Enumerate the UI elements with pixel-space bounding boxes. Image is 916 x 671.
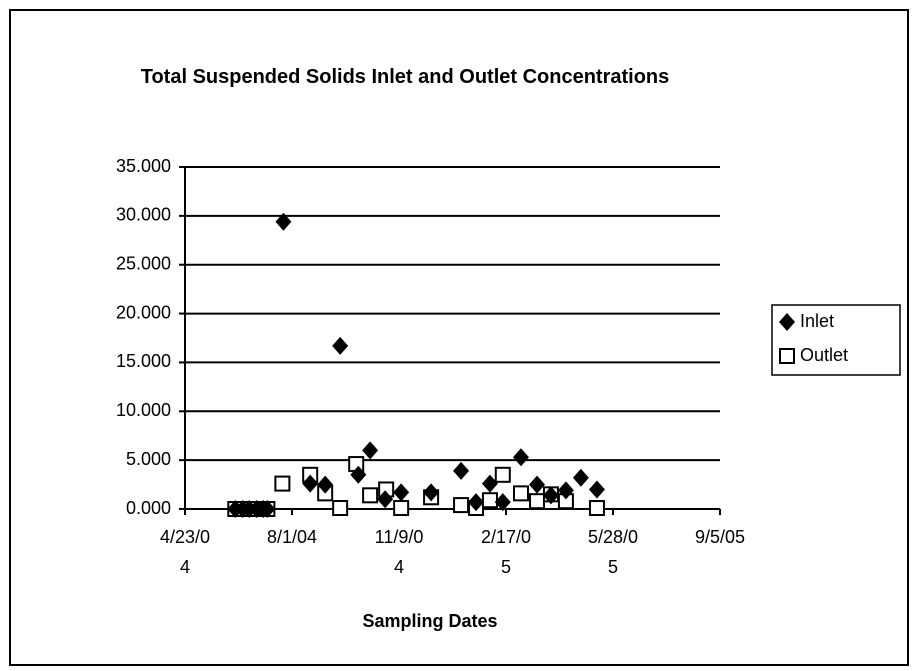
chart-border: [9, 9, 909, 666]
y-tick-label: 0.000: [126, 498, 171, 518]
legend-label: Inlet: [800, 311, 834, 331]
data-point: [494, 466, 511, 483]
data-point: [572, 468, 589, 487]
data-point: [275, 212, 292, 231]
data-point: [529, 475, 546, 494]
data-point: [542, 486, 559, 505]
x-tick-label: 8/1/04: [266, 527, 318, 547]
y-tick-label: 25.000: [116, 253, 171, 273]
data-point: [453, 497, 470, 514]
data-point: [362, 441, 379, 460]
chart-title: Total Suspended Solids Inlet and Outlet …: [140, 66, 670, 88]
x-axis-label: Sampling Dates: [362, 611, 498, 631]
data-point: [393, 483, 410, 502]
data-point: [274, 475, 291, 492]
data-point: [588, 500, 605, 517]
data-point: [512, 485, 529, 502]
data-point: [529, 493, 546, 510]
data-point: [481, 492, 498, 509]
y-tick-label: 15.000: [116, 351, 171, 371]
data-point: [494, 493, 511, 512]
data-point: [332, 336, 349, 355]
data-point: [588, 480, 605, 499]
data-point: [557, 481, 574, 500]
data-point: [377, 490, 394, 509]
legend-marker: [779, 348, 795, 364]
data-point: [393, 500, 410, 517]
x-tick-label: 2/17/05: [480, 527, 532, 577]
data-point: [512, 448, 529, 467]
legend-marker: [779, 313, 795, 331]
y-tick-label: 20.000: [116, 302, 171, 322]
data-point: [302, 474, 319, 493]
data-point: [259, 500, 276, 518]
x-tick-label: 9/5/05: [694, 527, 746, 547]
y-tick-label: 10.000: [116, 400, 171, 420]
data-point: [453, 461, 470, 480]
data-point: [332, 500, 349, 517]
x-tick-label: 11/9/04: [374, 527, 424, 577]
y-tick-label: 35.000: [116, 156, 171, 176]
data-point: [317, 475, 334, 494]
x-tick-label: 5/28/05: [587, 527, 639, 577]
legend-label: Outlet: [800, 345, 848, 365]
y-tick-label: 5.000: [126, 449, 171, 469]
data-point: [350, 465, 367, 484]
x-tick-label: 4/23/04: [159, 527, 211, 577]
data-point: [423, 483, 440, 502]
y-tick-label: 30.000: [116, 205, 171, 225]
data-point: [362, 487, 379, 504]
data-point: [468, 493, 485, 512]
data-point: [481, 474, 498, 493]
